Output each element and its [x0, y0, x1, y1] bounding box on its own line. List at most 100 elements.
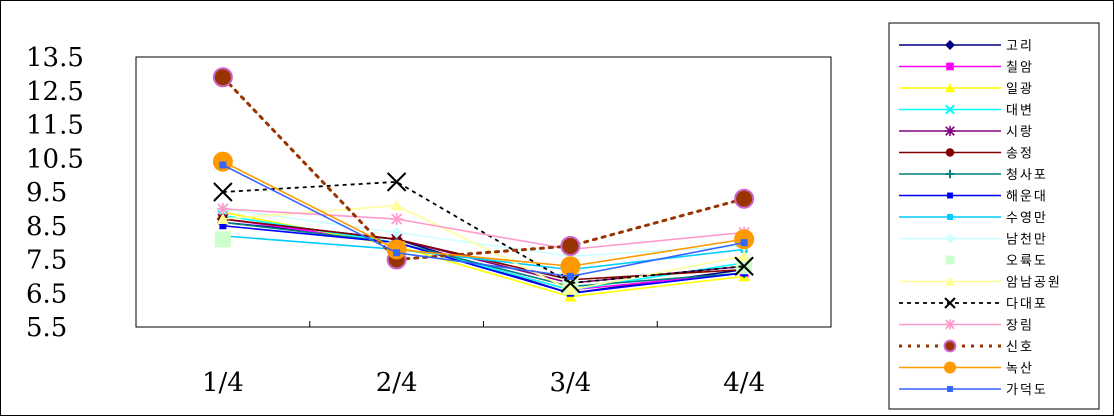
data-point-marker [945, 40, 955, 50]
data-point-marker [564, 283, 577, 295]
series-14 [212, 67, 755, 270]
legend-item: 남천만 [899, 233, 1048, 248]
legend-item: 칠암 [899, 61, 1034, 76]
data-point-marker [944, 319, 956, 330]
data-point-marker [943, 339, 957, 353]
series-16 [219, 161, 748, 280]
legend-label: 칠암 [1006, 61, 1034, 76]
data-point-marker [947, 192, 953, 199]
legend-label: 가덕도 [1006, 383, 1048, 398]
data-point-marker [213, 182, 233, 202]
legend-item: 녹산 [899, 361, 1034, 377]
legend-label: 일광 [1006, 82, 1034, 97]
legend-label: 대변 [1006, 104, 1034, 119]
legend-item: 시랑 [899, 125, 1034, 140]
y-tick-label: 10.5 [26, 144, 84, 174]
data-point-marker [945, 148, 955, 157]
legend-label: 다대포 [1006, 297, 1048, 312]
x-tick-label: 4/4 [723, 368, 765, 398]
data-point-marker [944, 297, 956, 309]
data-point-marker [945, 233, 955, 244]
legend-item: 신호 [899, 339, 1034, 355]
legend-label: 녹산 [1006, 362, 1034, 377]
legend-item: 오륙도 [945, 254, 1048, 269]
x-tick-label: 1/4 [202, 368, 244, 398]
data-point-marker [944, 276, 956, 286]
legend-item: 암남공원 [899, 276, 1062, 291]
data-point-marker [212, 67, 233, 88]
data-point-marker [946, 62, 954, 71]
data-point-marker [738, 250, 751, 262]
series-line [222, 164, 745, 278]
series-line [222, 208, 745, 257]
legend-item: 송정 [899, 147, 1034, 162]
legend-item: 수영만 [899, 211, 1048, 226]
data-point-marker [390, 226, 403, 239]
legend-label: 오륙도 [1006, 254, 1048, 269]
data-point-marker [947, 214, 953, 220]
legend-label: 수영만 [1006, 211, 1048, 226]
data-point-marker [945, 104, 955, 115]
data-point-marker [566, 272, 574, 280]
data-point-marker [734, 188, 755, 209]
legend-label: 장림 [1006, 319, 1034, 334]
legend-label: 고리 [1006, 39, 1034, 54]
legend-label: 송정 [1006, 147, 1034, 162]
legend-label: 남천만 [1006, 233, 1048, 248]
series-12 [213, 172, 754, 293]
x-tick-label: 2/4 [376, 368, 418, 398]
data-point-marker [734, 256, 754, 276]
data-point-marker [216, 202, 229, 215]
legend-label: 신호 [1006, 340, 1034, 355]
data-point-marker [944, 361, 956, 374]
y-tick-label: 9.5 [26, 178, 67, 208]
legend-label: 해운대 [1006, 190, 1048, 205]
data-point-marker [560, 236, 581, 256]
legend-item: 다대포 [899, 297, 1048, 312]
series-line [221, 75, 746, 262]
series-line [222, 160, 745, 268]
legend-label: 청사포 [1006, 168, 1048, 183]
data-point-marker [560, 256, 581, 277]
x-tick-label: 3/4 [549, 368, 591, 398]
legend-item: 장림 [899, 319, 1034, 334]
legend-item: 고리 [899, 39, 1034, 54]
legend-item: 해운대 [899, 190, 1048, 205]
data-point-marker [944, 82, 956, 93]
data-point-marker [393, 249, 401, 257]
y-tick-label: 12.5 [26, 77, 84, 107]
y-axis-ticks: 13.5 12.5 11.510.5 9.5 8.5 7.56.5 5.5 [26, 43, 84, 343]
series-line [222, 208, 745, 251]
data-point-marker [219, 222, 227, 230]
legend-label: 암남공원 [1006, 276, 1062, 291]
data-point-marker [945, 255, 955, 265]
data-point-marker [219, 161, 227, 169]
series-line [222, 204, 745, 291]
data-point-marker [390, 213, 403, 225]
data-point-marker [560, 273, 581, 293]
data-point-marker [944, 125, 956, 137]
series-line [222, 224, 745, 295]
x-axis-ticks: 1/4 2/4 3/4 4/4 [202, 321, 765, 398]
y-tick-label: 13.5 [26, 43, 84, 73]
data-point-marker [947, 386, 953, 392]
y-tick-label: 11.5 [26, 111, 84, 141]
y-tick-label: 8.5 [26, 212, 67, 242]
data-point-marker [740, 239, 748, 247]
data-point-marker [945, 169, 955, 179]
y-tick-label: 7.5 [26, 246, 67, 276]
series-layer [212, 67, 755, 302]
series-line [222, 180, 745, 285]
legend-item: 일광 [899, 82, 1034, 97]
legend-label: 시랑 [1006, 125, 1034, 140]
legend-item: 가덕도 [899, 383, 1048, 398]
y-tick-label: 5.5 [26, 313, 67, 343]
legend-item: 청사포 [899, 168, 1048, 183]
data-point-marker [214, 231, 231, 248]
series-15 [212, 151, 755, 277]
series-11 [216, 199, 751, 295]
legend: 고리칠암일광대변시랑송정청사포해운대수영만남천만오륙도암남공원다대포장림신호녹산… [899, 39, 1062, 398]
legend-box [888, 22, 1100, 410]
